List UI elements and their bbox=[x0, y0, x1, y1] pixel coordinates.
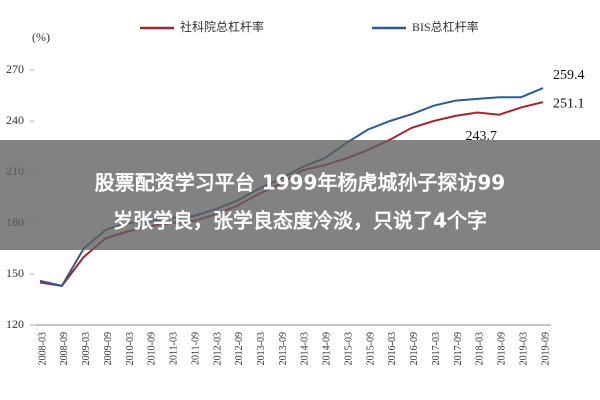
x-tick-label: 2016-03 bbox=[387, 332, 398, 365]
y-tick-label: 270 bbox=[6, 62, 24, 76]
x-tick-label: 2019-09 bbox=[540, 332, 551, 365]
x-tick-label: 2018-09 bbox=[497, 332, 508, 365]
x-tick-label: 2018-03 bbox=[475, 332, 486, 365]
legend-label: BIS总杠杆率 bbox=[412, 19, 479, 34]
x-tick-label: 2019-03 bbox=[518, 332, 529, 365]
data-label: 251.1 bbox=[553, 96, 585, 111]
x-tick-label: 2009-09 bbox=[103, 332, 114, 365]
y-tick-label: 150 bbox=[6, 266, 24, 280]
x-tick-label: 2011-03 bbox=[169, 332, 180, 365]
data-label: 259.4 bbox=[553, 68, 585, 83]
x-tick-label: 2010-09 bbox=[147, 332, 158, 365]
legend-label: 社科院总杠杆率 bbox=[180, 19, 264, 34]
x-tick-label: 2014-09 bbox=[322, 332, 333, 365]
x-tick-label: 2010-03 bbox=[125, 332, 136, 365]
x-tick-label: 2014-03 bbox=[300, 332, 311, 365]
x-tick-label: 2015-03 bbox=[343, 332, 354, 365]
y-tick-label: 240 bbox=[6, 113, 24, 127]
x-tick-label: 2008-03 bbox=[37, 332, 48, 365]
overlay-text: 岁张学良，张学良态度冷淡，只说了4个字 bbox=[113, 209, 487, 233]
overlay-text: 股票配资学习平台 1999年杨虎城孙子探访99 bbox=[95, 171, 505, 195]
y-tick-label: 120 bbox=[6, 317, 24, 331]
x-tick-label: 2012-09 bbox=[234, 332, 245, 365]
x-tick-label: 2015-09 bbox=[365, 332, 376, 365]
x-tick-label: 2009-03 bbox=[81, 332, 92, 365]
x-tick-label: 2011-09 bbox=[190, 332, 201, 365]
x-tick-label: 2017-03 bbox=[431, 332, 442, 365]
x-tick-label: 2016-09 bbox=[409, 332, 420, 365]
y-axis-label: (%) bbox=[32, 30, 50, 44]
x-tick-label: 2013-03 bbox=[256, 332, 267, 365]
x-tick-label: 2012-03 bbox=[212, 332, 223, 365]
x-tick-label: 2017-09 bbox=[453, 332, 464, 365]
overlay-banner bbox=[0, 140, 600, 250]
x-tick-label: 2013-09 bbox=[278, 332, 289, 365]
x-tick-label: 2008-09 bbox=[59, 332, 70, 365]
